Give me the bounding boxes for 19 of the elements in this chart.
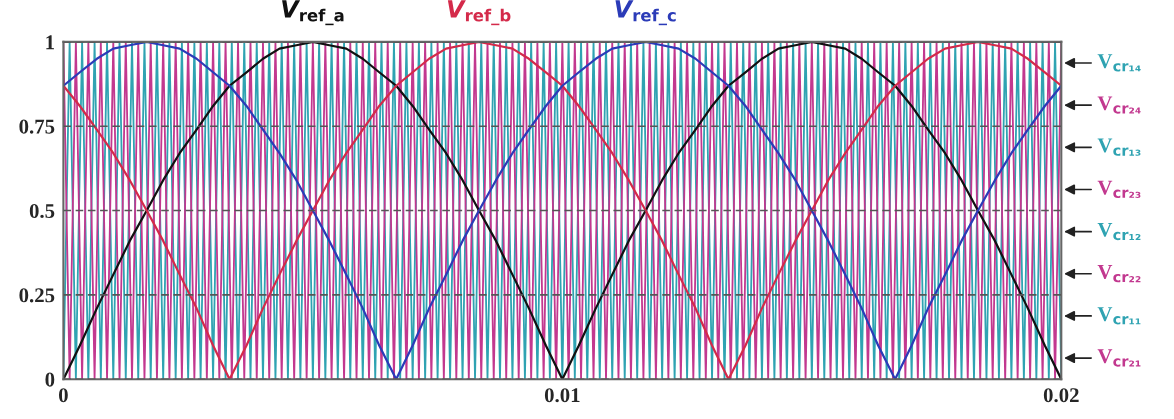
- series-label: V$_{ref_c}$: [615, 0, 676, 26]
- text: V$_{cr₁₂}$: [1097, 222, 1141, 241]
- x-tick-label: 0.01: [544, 388, 580, 403]
- series-label: V$_{ref_b}$: [447, 0, 511, 26]
- y-tick-label: 0: [45, 372, 55, 387]
- y-tick-label: 0.75: [19, 119, 55, 134]
- text: V$_{cr₁₁}$: [1097, 307, 1141, 325]
- y-tick-label: 1: [46, 35, 54, 50]
- x-tick-label: 0.02: [1043, 388, 1079, 403]
- text: V$_{cr₂₃}$: [1097, 180, 1141, 198]
- text: V$_{cr₂₁}$: [1097, 349, 1141, 367]
- text: V$_{cr₁₃}$: [1097, 138, 1141, 156]
- x-tick-label: 0: [58, 388, 68, 403]
- y-tick-label: 0.25: [19, 288, 55, 303]
- y-tick-label: 0.5: [29, 203, 55, 219]
- text: V$_{cr₂₄}$: [1097, 96, 1141, 114]
- text: V$_{cr₂₂}$: [1097, 265, 1141, 283]
- text: V$_{cr₁₄}$: [1097, 54, 1141, 72]
- series-label: V$_{ref_a}$: [282, 0, 344, 26]
